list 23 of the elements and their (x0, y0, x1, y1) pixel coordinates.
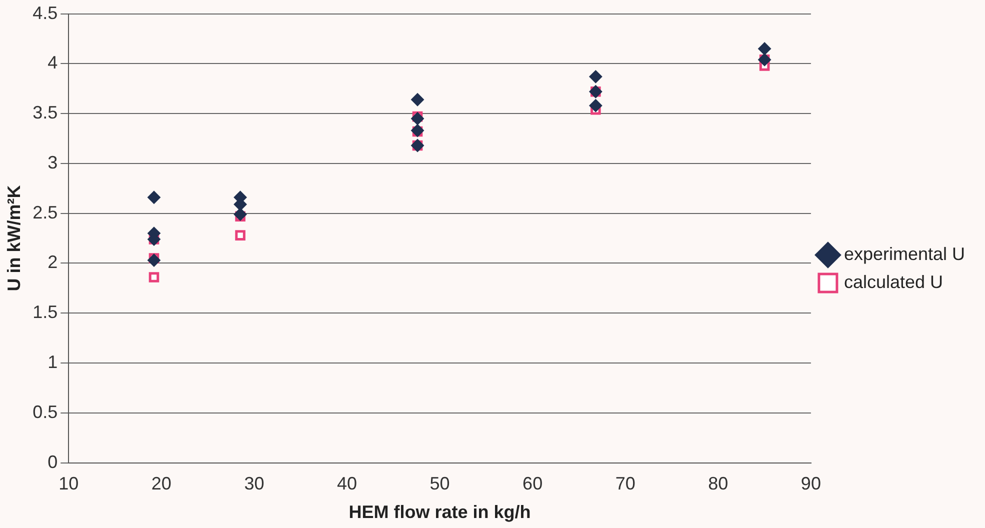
x-tick-label: 30 (244, 474, 264, 494)
x-tick-label: 90 (800, 474, 821, 494)
x-tick-label: 80 (708, 474, 728, 494)
y-tick-label: 0.5 (32, 402, 58, 422)
y-tick-label: 2.5 (32, 202, 58, 222)
y-tick-label: 0 (48, 452, 58, 472)
y-tick-label: 2 (48, 252, 58, 272)
x-tick-label: 20 (151, 474, 172, 494)
y-tick-label: 3.5 (32, 102, 58, 123)
x-tick-label: 70 (615, 474, 636, 494)
x-tick-label: 50 (430, 474, 450, 494)
y-tick-label: 1 (48, 352, 58, 372)
y-axis-title: U in kW/m²K (4, 185, 24, 292)
y-tick-label: 1.5 (32, 302, 58, 322)
x-axis-title: HEM flow rate in kg/h (348, 502, 531, 522)
y-tick-label: 3 (48, 152, 58, 172)
y-tick-label: 4.5 (32, 2, 58, 23)
y-tick-label: 4 (48, 52, 58, 73)
legend-label: calculated U (844, 272, 944, 292)
x-tick-label: 60 (522, 474, 543, 494)
x-tick-label: 10 (58, 474, 79, 494)
x-tick-label: 40 (336, 474, 358, 494)
legend-label: experimental U (844, 244, 966, 264)
